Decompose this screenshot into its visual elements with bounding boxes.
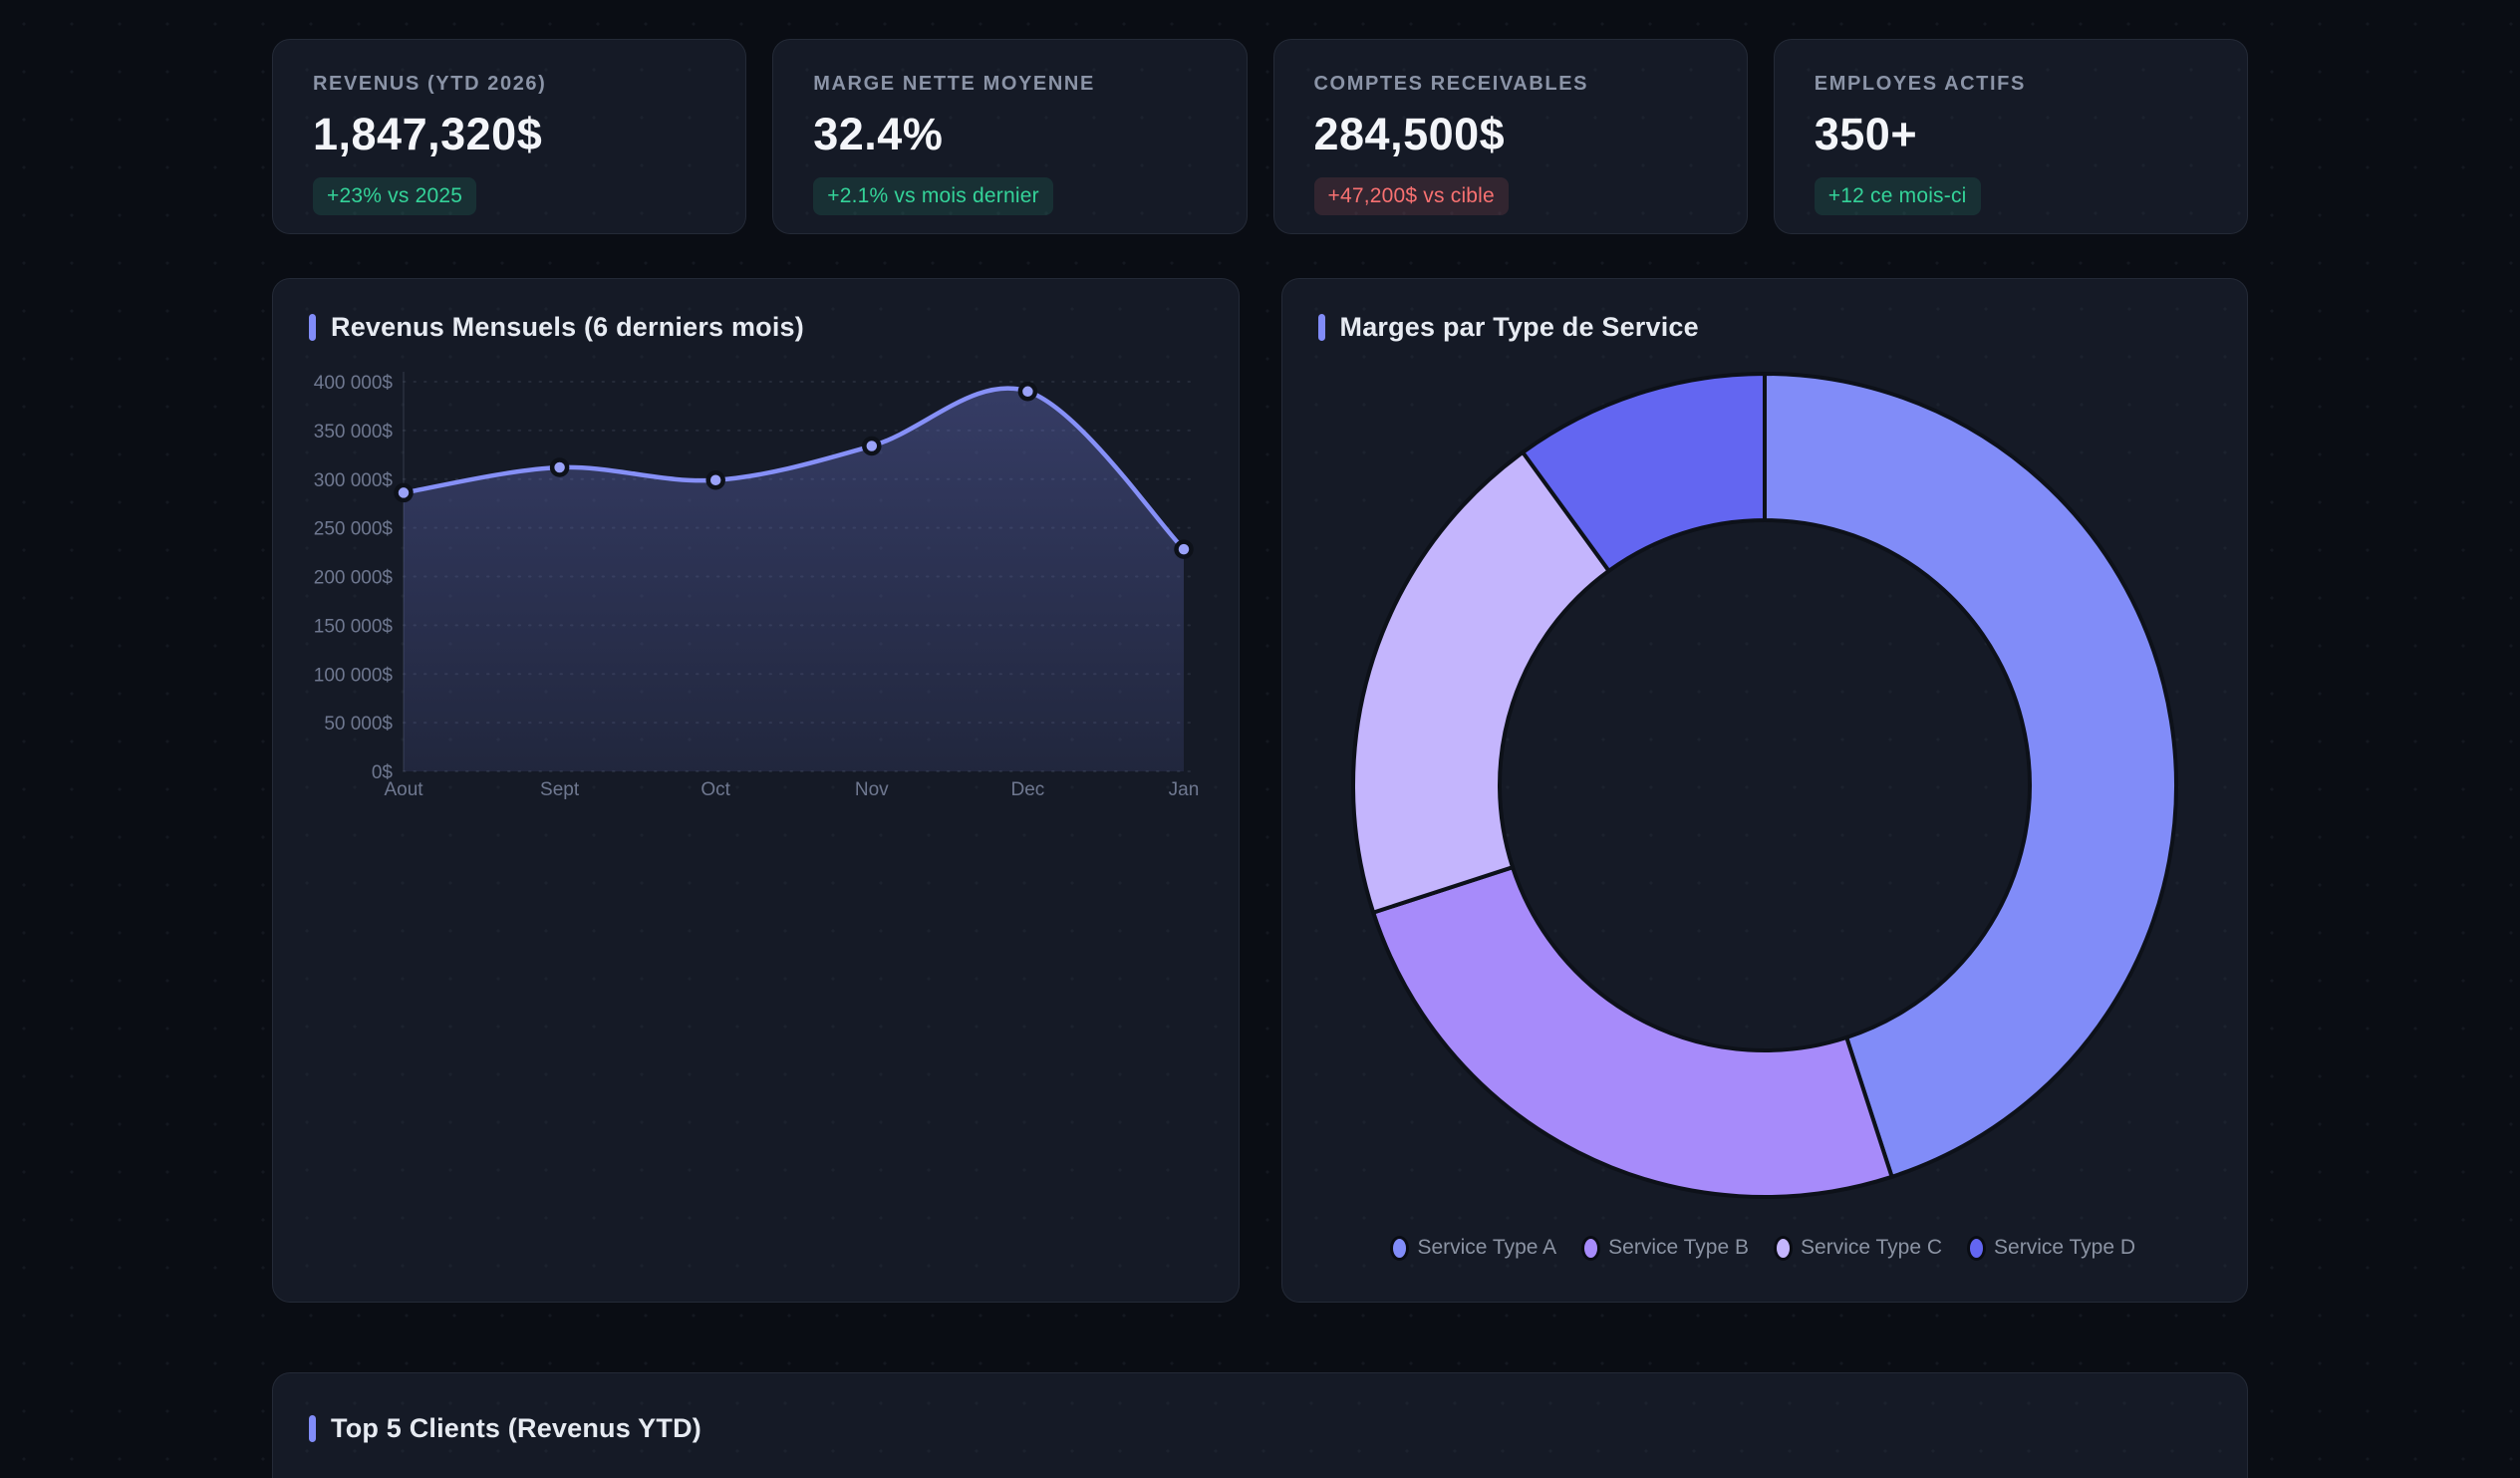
legend-dot bbox=[1777, 1238, 1791, 1258]
kpi-card-receivables: COMPTES RECEIVABLES 284,500$ +47,200$ vs… bbox=[1272, 39, 1748, 234]
svg-text:Nov: Nov bbox=[855, 779, 889, 800]
title-accent-bar bbox=[309, 1415, 316, 1442]
legend-item-service-d[interactable]: Service Type D bbox=[1970, 1236, 2135, 1260]
legend-item-service-a[interactable]: Service Type A bbox=[1393, 1236, 1556, 1260]
svg-text:350 000$: 350 000$ bbox=[314, 422, 394, 443]
chart-header: Revenus Mensuels (6 derniers mois) bbox=[309, 312, 1203, 343]
legend-item-service-c[interactable]: Service Type C bbox=[1777, 1236, 1942, 1260]
svg-text:Jan: Jan bbox=[1169, 779, 1200, 800]
kpi-value: 350+ bbox=[1814, 109, 1918, 159]
service-margins-chart-card: Marges par Type de Service Service Type … bbox=[1280, 278, 2248, 1303]
chart-header: Top 5 Clients (Revenus YTD) bbox=[309, 1413, 2211, 1444]
svg-text:100 000$: 100 000$ bbox=[314, 665, 394, 686]
kpi-trend-badge: +47,200$ vs cible bbox=[1313, 177, 1509, 215]
svg-text:Sept: Sept bbox=[540, 779, 580, 800]
kpi-value: 284,500$ bbox=[1313, 109, 1506, 159]
legend-label: Service Type D bbox=[1994, 1236, 2136, 1259]
kpi-row: REVENUS (YTD 2026) 1,847,320$ +23% vs 20… bbox=[272, 39, 2248, 234]
legend-dot bbox=[1393, 1238, 1407, 1258]
svg-text:Dec: Dec bbox=[1011, 779, 1045, 800]
charts-row: Revenus Mensuels (6 derniers mois) 0$ 50 … bbox=[272, 278, 2248, 1303]
kpi-label: COMPTES RECEIVABLES bbox=[1313, 73, 1589, 95]
kpi-value: 1,847,320$ bbox=[313, 109, 543, 159]
svg-text:0$: 0$ bbox=[372, 762, 394, 783]
legend-dot bbox=[1584, 1238, 1598, 1258]
title-accent-bar bbox=[309, 314, 316, 341]
title-accent-bar bbox=[1317, 314, 1325, 341]
kpi-trend-badge: +12 ce mois-ci bbox=[1814, 177, 1981, 215]
donut-legend: Service Type A Service Type B Service Ty… bbox=[1393, 1236, 2135, 1260]
svg-text:200 000$: 200 000$ bbox=[314, 568, 394, 589]
chart-title: Revenus Mensuels (6 derniers mois) bbox=[331, 312, 804, 342]
top-clients-card: Top 5 Clients (Revenus YTD) bbox=[272, 1372, 2248, 1478]
kpi-card-revenue: REVENUS (YTD 2026) 1,847,320$ +23% vs 20… bbox=[272, 39, 747, 234]
legend-dot bbox=[1970, 1238, 1984, 1258]
donut-wrap: Service Type A Service Type B Service Ty… bbox=[1318, 343, 2212, 1260]
svg-text:50 000$: 50 000$ bbox=[324, 714, 393, 735]
legend-label: Service Type B bbox=[1608, 1236, 1750, 1259]
kpi-card-net-margin: MARGE NETTE MOYENNE 32.4% +2.1% vs mois … bbox=[772, 39, 1248, 234]
legend-item-service-b[interactable]: Service Type B bbox=[1584, 1236, 1749, 1260]
svg-text:400 000$: 400 000$ bbox=[314, 373, 394, 394]
kpi-label: EMPLOYES ACTIFS bbox=[1814, 73, 2026, 95]
svg-text:Oct: Oct bbox=[700, 779, 730, 800]
kpi-value: 32.4% bbox=[813, 109, 944, 159]
svg-text:250 000$: 250 000$ bbox=[314, 519, 394, 540]
svg-text:Aout: Aout bbox=[384, 779, 423, 800]
kpi-label: REVENUS (YTD 2026) bbox=[313, 73, 547, 95]
legend-label: Service Type A bbox=[1417, 1236, 1557, 1259]
service-margins-donut-chart bbox=[1350, 371, 2178, 1199]
chart-header: Marges par Type de Service bbox=[1317, 312, 2212, 343]
svg-text:150 000$: 150 000$ bbox=[314, 616, 394, 637]
revenue-line-chart: 0$ 50 000$ 100 000$ 150 000$ 200 000$ 250 000… bbox=[314, 372, 1200, 800]
kpi-card-active-employees: EMPLOYES ACTIFS 350+ +12 ce mois-ci bbox=[1773, 39, 2248, 234]
monthly-revenue-chart-card: Revenus Mensuels (6 derniers mois) 0$ 50 … bbox=[272, 278, 1240, 1303]
kpi-label: MARGE NETTE MOYENNE bbox=[813, 73, 1095, 95]
kpi-trend-badge: +23% vs 2025 bbox=[313, 177, 477, 215]
kpi-trend-badge: +2.1% vs mois dernier bbox=[813, 177, 1053, 215]
chart-title: Marges par Type de Service bbox=[1339, 312, 1699, 342]
chart-title: Top 5 Clients (Revenus YTD) bbox=[331, 1413, 701, 1443]
legend-label: Service Type C bbox=[1801, 1236, 1943, 1259]
svg-text:300 000$: 300 000$ bbox=[314, 470, 394, 491]
